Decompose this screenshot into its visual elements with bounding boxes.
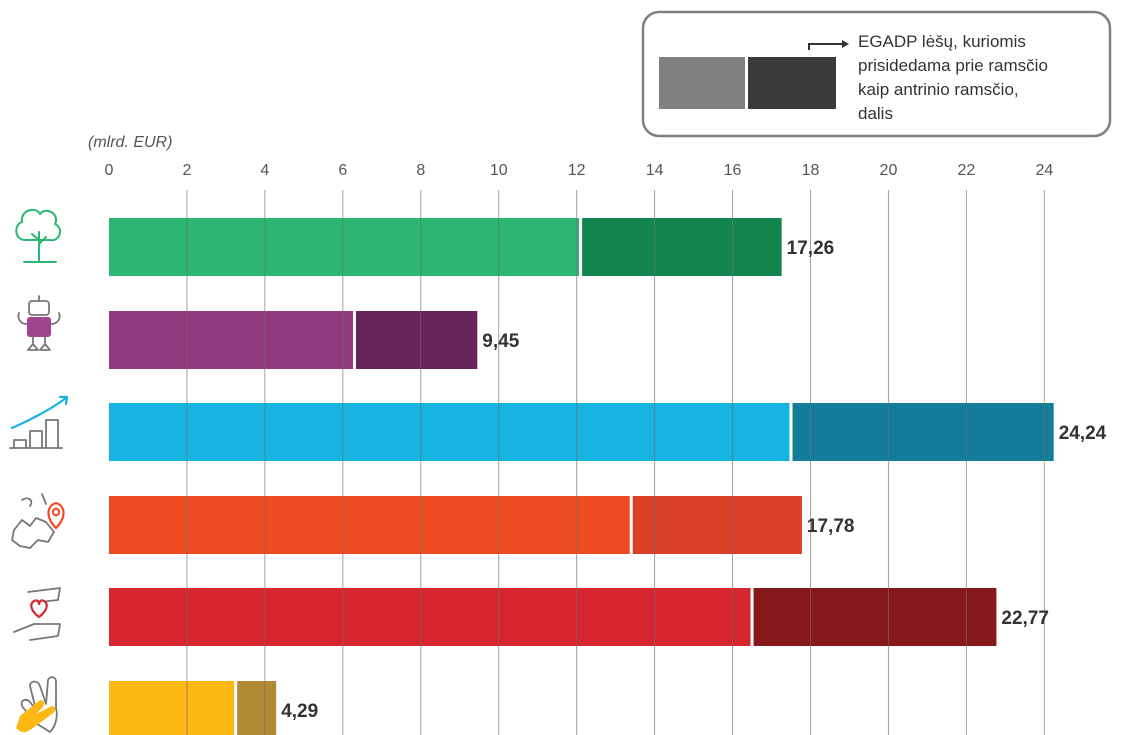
total-label: 9,45 (482, 331, 519, 352)
legend-label-line: EGADP lėšų, kuriomis (858, 32, 1026, 51)
bar-main (109, 496, 630, 554)
legend-label-line: prisidedama prie ramsčio (858, 56, 1048, 75)
bar-main (109, 403, 790, 461)
x-tick-label: 2 (182, 162, 191, 179)
bar-row (109, 218, 782, 276)
robot-icon (17, 295, 61, 351)
x-tick-label: 12 (568, 162, 586, 179)
growth-chart-icon (9, 395, 69, 449)
tree-icon (15, 208, 62, 263)
x-tick-label: 14 (646, 162, 664, 179)
x-tick-label: 10 (490, 162, 508, 179)
x-tick-label: 0 (105, 162, 114, 179)
total-label: 24,24 (1059, 423, 1107, 444)
x-tick-label: 20 (880, 162, 898, 179)
legend-arrow-head (842, 40, 849, 48)
bar-main (109, 218, 580, 276)
bar-row (109, 588, 997, 646)
bar-row (109, 403, 1054, 461)
bar-secondary (356, 311, 478, 369)
bar-main (109, 588, 751, 646)
bar-row (109, 496, 802, 554)
total-label: 17,78 (807, 516, 855, 537)
bar-secondary (753, 588, 997, 646)
total-label: 4,29 (281, 701, 318, 722)
x-axis-ticks: 0 2 4 6 8 10 12 14 16 18 20 22 24 (105, 162, 1054, 179)
gridlines (186, 190, 1045, 735)
x-tick-label: 18 (802, 162, 820, 179)
legend: EGADP lėšų, kuriomis prisidedama prie ra… (641, 10, 1112, 138)
bar-main (109, 311, 354, 369)
bar-secondary (792, 403, 1054, 461)
hands-icon (16, 676, 58, 733)
x-tick-label: 4 (260, 162, 269, 179)
legend-arrow-line (808, 43, 842, 50)
total-labels: 17,26 9,45 24,24 17,78 22,77 4,29 (281, 238, 1106, 722)
unit-label: (mlrd. EUR) (88, 134, 172, 151)
x-tick-label: 22 (957, 162, 975, 179)
bar-secondary (237, 681, 277, 735)
x-tick-label: 24 (1035, 162, 1053, 179)
x-tick-label: 8 (416, 162, 425, 179)
hands-heart-icon (13, 587, 61, 641)
bar-main (109, 681, 235, 735)
bar-groups (109, 218, 1054, 735)
total-label: 17,26 (787, 238, 835, 259)
total-label: 22,77 (1001, 608, 1049, 629)
bar-row (109, 681, 277, 735)
legend-swatch-secondary (748, 57, 836, 109)
europe-map-pin-icon (11, 493, 65, 549)
x-tick-label: 6 (338, 162, 347, 179)
bar-secondary (582, 218, 782, 276)
legend-label-line: kaip antrinio ramsčio, (858, 80, 1019, 99)
legend-swatch-main (659, 57, 745, 109)
legend-label-line: dalis (858, 104, 893, 123)
bar-secondary (632, 496, 802, 554)
x-tick-label: 16 (724, 162, 742, 179)
legend-label: EGADP lėšų, kuriomis prisidedama prie ra… (858, 32, 1053, 123)
bar-row (109, 311, 478, 369)
row-icons (9, 208, 69, 733)
